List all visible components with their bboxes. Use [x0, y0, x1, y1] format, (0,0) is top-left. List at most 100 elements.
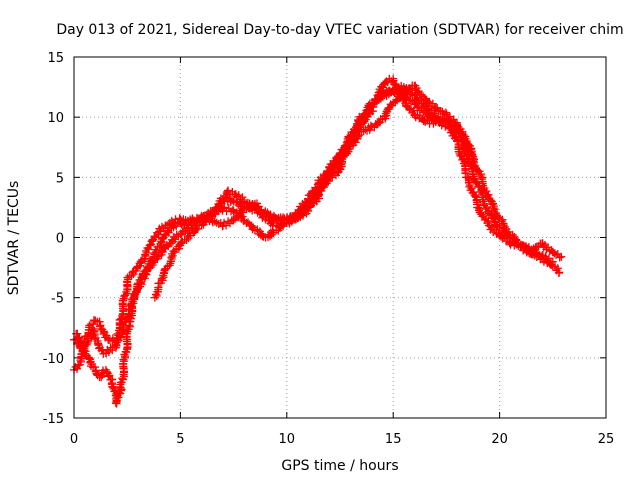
- data-point-fill: [134, 284, 143, 293]
- data-point-fill: [212, 205, 221, 214]
- data-point-fill: [247, 221, 256, 230]
- data-point-fill: [145, 241, 154, 250]
- data-point-fill: [85, 321, 94, 330]
- y-tick-label: -15: [43, 412, 64, 427]
- data-point: [557, 252, 566, 261]
- data-point-fill: [447, 117, 456, 126]
- data-point-fill: [96, 321, 105, 330]
- data-point-fill: [425, 97, 434, 106]
- data-point-fill: [411, 113, 420, 122]
- data-point-fill: [140, 274, 149, 283]
- data-point-fill: [238, 212, 247, 221]
- data-point-fill: [168, 251, 177, 260]
- data-point-fill: [296, 208, 305, 217]
- data-point: [240, 197, 249, 206]
- data-point-fill: [454, 127, 463, 136]
- data-point-fill: [224, 217, 233, 226]
- data-point-fill: [193, 224, 202, 233]
- data-point-fill: [182, 235, 191, 244]
- data-points: [70, 74, 566, 408]
- data-point-fill: [142, 248, 151, 257]
- data-point-fill: [104, 348, 113, 357]
- data-point-fill: [118, 374, 127, 383]
- data-point: [470, 155, 479, 164]
- chart-title: Day 013 of 2021, Sidereal Day-to-day VTE…: [56, 22, 623, 38]
- data-point-fill: [266, 232, 275, 241]
- data-point-fill: [176, 239, 185, 248]
- data-point-fill: [419, 108, 428, 117]
- data-point-fill: [120, 352, 129, 361]
- x-tick-label: 0: [70, 432, 78, 447]
- data-point-fill: [147, 237, 156, 246]
- data-point-fill: [82, 340, 91, 349]
- data-point-fill: [383, 105, 392, 114]
- data-point-fill: [123, 275, 132, 284]
- data-point-fill: [491, 218, 500, 227]
- data-point: [150, 293, 159, 302]
- data-point-fill: [380, 90, 389, 99]
- y-tick-label: 5: [56, 171, 64, 186]
- data-point-fill: [441, 122, 450, 131]
- data-point-fill: [494, 213, 503, 222]
- data-point-fill: [389, 76, 398, 85]
- data-point-fill: [519, 242, 528, 251]
- x-axis-label: GPS time / hours: [281, 458, 398, 474]
- x-tick-label: 20: [491, 432, 508, 447]
- data-point-fill: [374, 119, 383, 128]
- data-point-fill: [553, 264, 562, 273]
- data-point-fill: [344, 141, 353, 150]
- y-tick-label: 0: [56, 232, 64, 247]
- data-point-fill: [222, 194, 231, 203]
- series-track-c: [72, 81, 566, 358]
- data-point-fill: [115, 315, 124, 324]
- y-tick-label: -5: [51, 292, 64, 307]
- data-point-fill: [533, 249, 542, 258]
- series-track-d: [150, 86, 479, 302]
- data-point-fill: [158, 235, 167, 244]
- y-tick-labels: -15 -10 -5 0 5 10 15: [43, 51, 64, 427]
- data-point-fill: [167, 239, 176, 248]
- data-point-fill: [157, 222, 166, 231]
- data-point-fill: [105, 371, 114, 380]
- data-point-fill: [238, 193, 247, 202]
- data-point-fill: [555, 253, 564, 262]
- x-tick-label: 15: [385, 432, 402, 447]
- y-tick-label: 15: [47, 51, 64, 66]
- data-point-fill: [228, 196, 237, 205]
- x-tick-labels: 0 5 10 15 20 25: [70, 432, 614, 447]
- data-point-fill: [127, 271, 136, 280]
- y-tick-label: 10: [47, 111, 64, 126]
- y-axis-label: SDTVAR / TECUs: [6, 181, 22, 296]
- data-point-fill: [369, 100, 378, 109]
- data-point-fill: [315, 186, 324, 195]
- data-point-fill: [119, 322, 128, 331]
- data-point-fill: [84, 353, 93, 362]
- data-point-fill: [81, 347, 90, 356]
- y-tick-label: -10: [43, 352, 64, 367]
- data-point-fill: [172, 222, 181, 231]
- data-point-fill: [472, 178, 481, 187]
- data-point-fill: [172, 230, 181, 239]
- x-tick-label: 25: [598, 432, 615, 447]
- data-point-fill: [119, 357, 128, 366]
- data-point-fill: [165, 261, 174, 270]
- x-tick-label: 5: [176, 432, 184, 447]
- data-point-fill: [144, 245, 153, 254]
- data-point-fill: [366, 121, 375, 130]
- data-point-fill: [114, 393, 123, 402]
- data-point-fill: [324, 177, 333, 186]
- data-point-fill: [152, 291, 161, 300]
- data-point-fill: [189, 219, 198, 228]
- data-point-fill: [210, 217, 219, 226]
- data-point-fill: [541, 252, 550, 261]
- data-point: [555, 268, 564, 277]
- data-point-fill: [164, 228, 173, 237]
- data-point: [229, 207, 238, 216]
- x-tick-label: 10: [279, 432, 296, 447]
- plot-frame: [73, 56, 607, 419]
- data-point: [548, 257, 557, 266]
- data-point-fill: [342, 145, 351, 154]
- data-point: [121, 291, 130, 300]
